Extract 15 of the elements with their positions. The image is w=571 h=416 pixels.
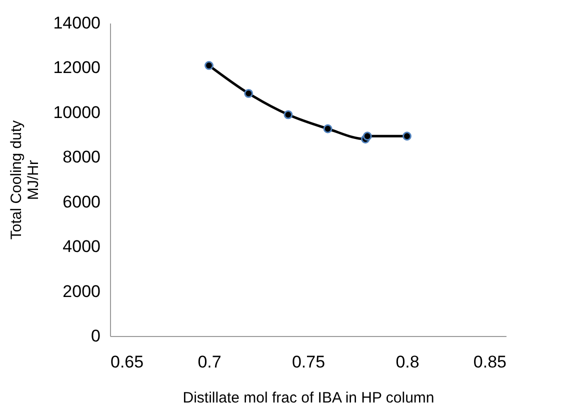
x-tick-label: 0.7 [198,352,222,372]
y-tick-label: 14000 [53,14,100,32]
x-tick-label: 0.85 [473,352,506,372]
y-tick-label: 0 [91,326,100,346]
y-tick-label: 4000 [62,237,100,256]
y-tick-label: 12000 [53,58,100,78]
x-tick-label: 0.8 [396,352,420,372]
x-axis-title: Distillate mol frac of IBA in HP column [182,390,434,406]
y-tick-label: 8000 [62,148,100,167]
y-axis-title: Total Cooling duty MJ/Hr [8,120,42,240]
x-tick-label: 0.75 [292,352,326,372]
y-tick-label: 6000 [62,192,100,212]
x-tick-label: 0.65 [110,352,144,372]
y-tick-label: 2000 [62,282,100,301]
y-tick-label: 10000 [53,102,100,122]
